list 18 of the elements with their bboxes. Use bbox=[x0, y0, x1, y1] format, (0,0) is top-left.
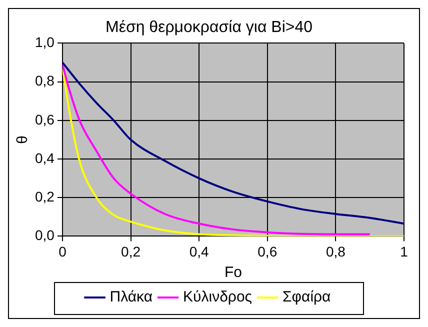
x-tick-label: 0,2 bbox=[121, 243, 141, 260]
y-tick-label: 0,0 bbox=[34, 227, 55, 244]
legend-label: Σφαίρα bbox=[282, 288, 332, 306]
y-tick-label: 1,0 bbox=[34, 34, 55, 50]
x-tick-label: 0,6 bbox=[258, 243, 278, 260]
y-tick-label: 0,2 bbox=[34, 188, 55, 204]
x-tick-label: 0,4 bbox=[189, 243, 210, 260]
x-tick-label: 0 bbox=[58, 243, 67, 260]
x-tick-label: 0,8 bbox=[326, 243, 346, 260]
x-axis-title: Fo bbox=[224, 264, 242, 282]
y-tick-label: 0,4 bbox=[34, 150, 55, 166]
legend-label: Κύλινδρος bbox=[183, 288, 252, 306]
legend-label: Πλάκα bbox=[110, 288, 153, 306]
y-axis-title: θ bbox=[14, 136, 32, 144]
x-tick-label: 1 bbox=[400, 243, 408, 260]
y-tick-label: 0,6 bbox=[34, 111, 55, 128]
y-tick-label: 0,8 bbox=[34, 72, 55, 89]
chart-title: Μέση θερμοκρασία για Bi>40 bbox=[105, 19, 313, 36]
